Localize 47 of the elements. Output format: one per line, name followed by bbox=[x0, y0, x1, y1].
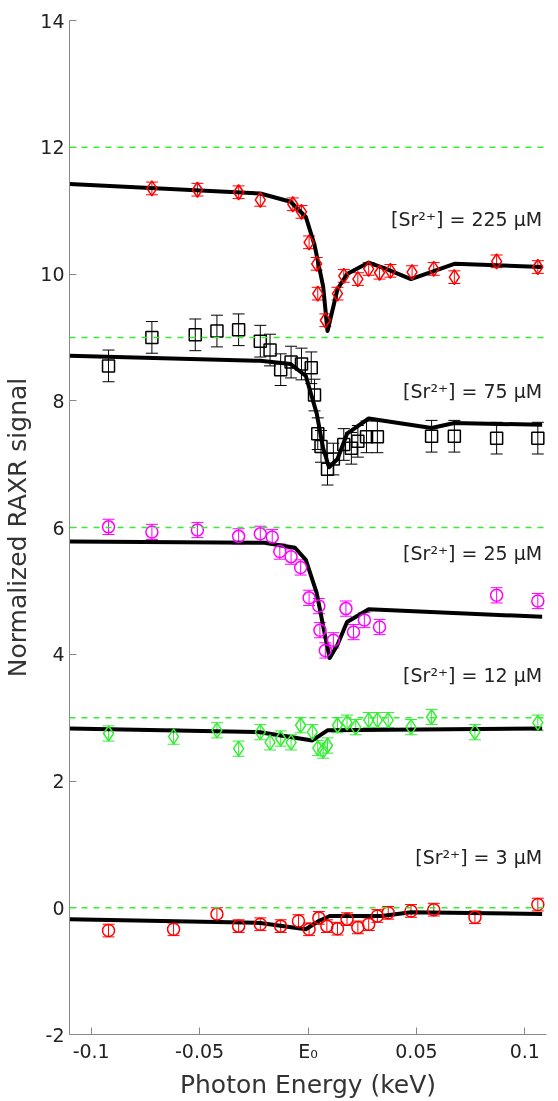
y-tick-label: 6 bbox=[52, 516, 65, 539]
point bbox=[231, 323, 246, 337]
x-tick-label: -0.1 bbox=[72, 1039, 110, 1062]
x-axis-title: Photon Energy (keV) bbox=[179, 1069, 437, 1099]
point bbox=[284, 355, 298, 369]
point bbox=[314, 439, 328, 454]
point bbox=[344, 441, 359, 456]
point bbox=[273, 362, 288, 377]
y-tick-label: 12 bbox=[40, 136, 65, 159]
point bbox=[359, 430, 374, 444]
x-tick-label: 0.1 bbox=[509, 1039, 540, 1062]
y-tick-label: 14 bbox=[40, 9, 65, 32]
point bbox=[253, 334, 268, 348]
point bbox=[188, 328, 202, 342]
series-label: [Sr²⁺] = 225 µM bbox=[391, 208, 543, 231]
x-tick-label: 0.05 bbox=[395, 1039, 438, 1062]
y-tick-label: 4 bbox=[52, 643, 65, 666]
y-axis-title: Normalized RAXR signal bbox=[3, 377, 33, 678]
x-tick-label: E₀ bbox=[298, 1039, 318, 1062]
y-tick-label: 2 bbox=[52, 770, 65, 792]
point bbox=[294, 357, 309, 371]
series-label: [Sr²⁺] = 75 µM bbox=[403, 379, 543, 402]
y-tick-label: 8 bbox=[52, 389, 65, 412]
point bbox=[370, 430, 385, 444]
y-tick-label: 10 bbox=[40, 263, 65, 285]
point bbox=[351, 434, 365, 449]
point bbox=[307, 388, 322, 402]
y-tick-label: -2 bbox=[45, 1023, 65, 1046]
point bbox=[489, 431, 504, 445]
point bbox=[337, 437, 351, 452]
series-label: [Sr²⁺] = 12 µM bbox=[403, 664, 543, 687]
point bbox=[304, 361, 318, 375]
point bbox=[145, 330, 159, 345]
line-series bbox=[69, 910, 545, 932]
point bbox=[447, 429, 462, 443]
y-tick-label: 0 bbox=[52, 896, 65, 919]
x-tick-label: -0.05 bbox=[175, 1039, 225, 1062]
series-label: [Sr²⁺] = 3 µM bbox=[415, 846, 543, 869]
line-series bbox=[69, 539, 545, 661]
point bbox=[210, 324, 224, 338]
point bbox=[531, 431, 545, 445]
point bbox=[311, 426, 325, 441]
point bbox=[424, 429, 439, 443]
point bbox=[320, 462, 335, 476]
point bbox=[263, 343, 277, 357]
point bbox=[101, 359, 116, 373]
series-label: [Sr²⁺] = 25 µM bbox=[403, 542, 543, 565]
